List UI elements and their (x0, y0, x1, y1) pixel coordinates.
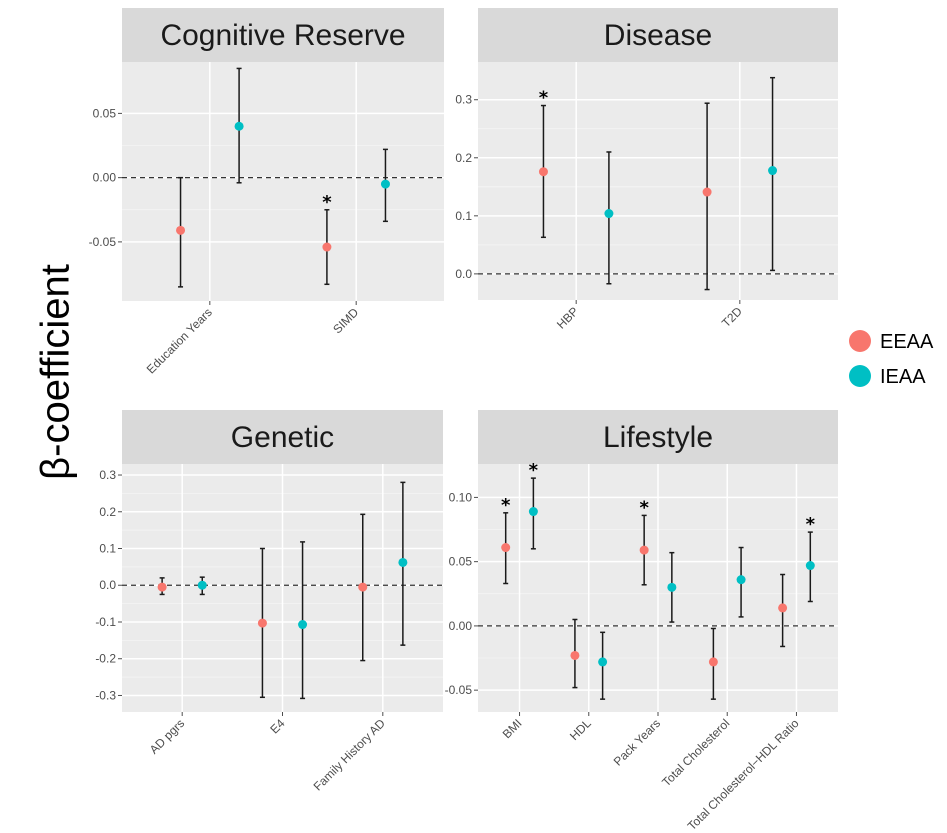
strip-background (478, 410, 838, 464)
significance-marker: * (806, 514, 816, 535)
point-eeaa (708, 657, 718, 667)
point-eeaa (257, 618, 267, 628)
plot-background (478, 62, 838, 300)
strip-background (122, 8, 444, 62)
significance-marker: * (501, 495, 511, 516)
y-tick-label: 0.0 (455, 267, 472, 281)
x-tick-label-ad-pgrs: AD pgrs (147, 716, 188, 757)
point-ieaa (768, 166, 778, 176)
panel-title: Lifestyle (603, 421, 713, 454)
point-eeaa (570, 650, 580, 660)
point-ieaa (667, 582, 677, 592)
significance-marker: * (529, 460, 539, 481)
y-tick-label: 0.3 (99, 468, 116, 482)
y-tick-label: 0.05 (93, 106, 117, 120)
y-tick-label: 0.1 (99, 542, 116, 556)
panel-disease: Disease 0.0 0.1 0.2 0.3 HBP T2D * (455, 8, 838, 332)
legend-key-eeaa (849, 330, 871, 352)
point-eeaa (702, 187, 712, 197)
y-tick-label: 0.2 (99, 505, 116, 519)
legend-key-ieaa (849, 365, 871, 387)
point-eeaa (639, 545, 649, 555)
legend: EEAA IEAA (849, 330, 934, 388)
panel-title: Genetic (231, 421, 334, 454)
x-tick-label-e4: E4 (267, 716, 288, 737)
y-tick-label: -0.2 (95, 652, 116, 666)
y-tick-label: -0.3 (95, 688, 116, 702)
x-tick-label-hdl: HDL (567, 716, 594, 743)
strip-background (122, 410, 443, 464)
significance-marker: * (539, 88, 549, 109)
y-tick-label: -0.1 (95, 615, 116, 629)
point-eeaa (778, 603, 788, 613)
y-tick-label: 0.3 (455, 93, 472, 107)
point-eeaa (358, 582, 368, 592)
y-axis-title: β-coefficient (34, 264, 78, 480)
x-tick-label-family-history-ad: Family History AD (311, 716, 389, 794)
point-ieaa (380, 179, 390, 189)
y-tick-label: 0.0 (99, 578, 116, 592)
point-ieaa (234, 121, 244, 131)
x-tick-label-bmi: BMI (500, 716, 525, 741)
x-tick-label-total-cholesterol: Total Cholesterol (659, 716, 732, 789)
point-ieaa (805, 561, 815, 571)
y-tick-label: 0.00 (93, 171, 117, 185)
plot-background (122, 62, 444, 301)
y-tick-label: 0.00 (449, 619, 473, 633)
point-eeaa (157, 582, 167, 592)
y-tick-label: 0.1 (455, 209, 472, 223)
x-tick-label-hbp: HBP (554, 304, 581, 331)
significance-marker: * (322, 192, 332, 213)
strip-background (478, 8, 838, 62)
legend-label-eeaa: EEAA (880, 331, 934, 353)
panel-lifestyle: Lifestyle -0.05 0.00 0.05 0.10 BMI HDL Pack Yea… (445, 410, 838, 833)
point-ieaa (598, 657, 608, 667)
point-eeaa (322, 242, 332, 252)
point-eeaa (538, 167, 548, 177)
point-ieaa (197, 580, 207, 590)
panel-title: Cognitive Reserve (160, 19, 405, 52)
x-tick-label-t2d: T2D (719, 304, 745, 330)
significance-marker: * (639, 497, 649, 518)
panel-title: Disease (604, 19, 712, 52)
y-tick-label: 0.05 (449, 555, 473, 569)
point-ieaa (604, 209, 614, 219)
point-ieaa (528, 507, 538, 517)
point-eeaa (501, 543, 511, 553)
y-tick-label: -0.05 (89, 235, 117, 249)
legend-label-ieaa: IEAA (880, 366, 926, 388)
point-ieaa (298, 620, 308, 630)
y-tick-label: 0.2 (455, 151, 472, 165)
x-tick-label-education-years: Education Years (144, 305, 215, 376)
panel-genetic: Genetic -0.3 -0.2 -0.1 0.0 0.1 0.2 0.3 AD pgrs E4… (95, 410, 443, 794)
panel-cognitive-reserve: Cognitive Reserve -0.05 0.00 0.05 Education … (89, 8, 444, 376)
x-tick-label-simd: SIMD (330, 305, 361, 336)
y-tick-label: -0.05 (445, 683, 473, 697)
point-ieaa (398, 557, 408, 567)
x-tick-label-pack-years: Pack Years (611, 716, 663, 768)
point-ieaa (736, 575, 746, 585)
y-tick-label: 0.10 (449, 490, 473, 504)
x-tick-label-total-cholesterol-hdl-ratio: Total Cholesterol−HDL Ratio (685, 716, 802, 833)
point-eeaa (176, 225, 186, 235)
